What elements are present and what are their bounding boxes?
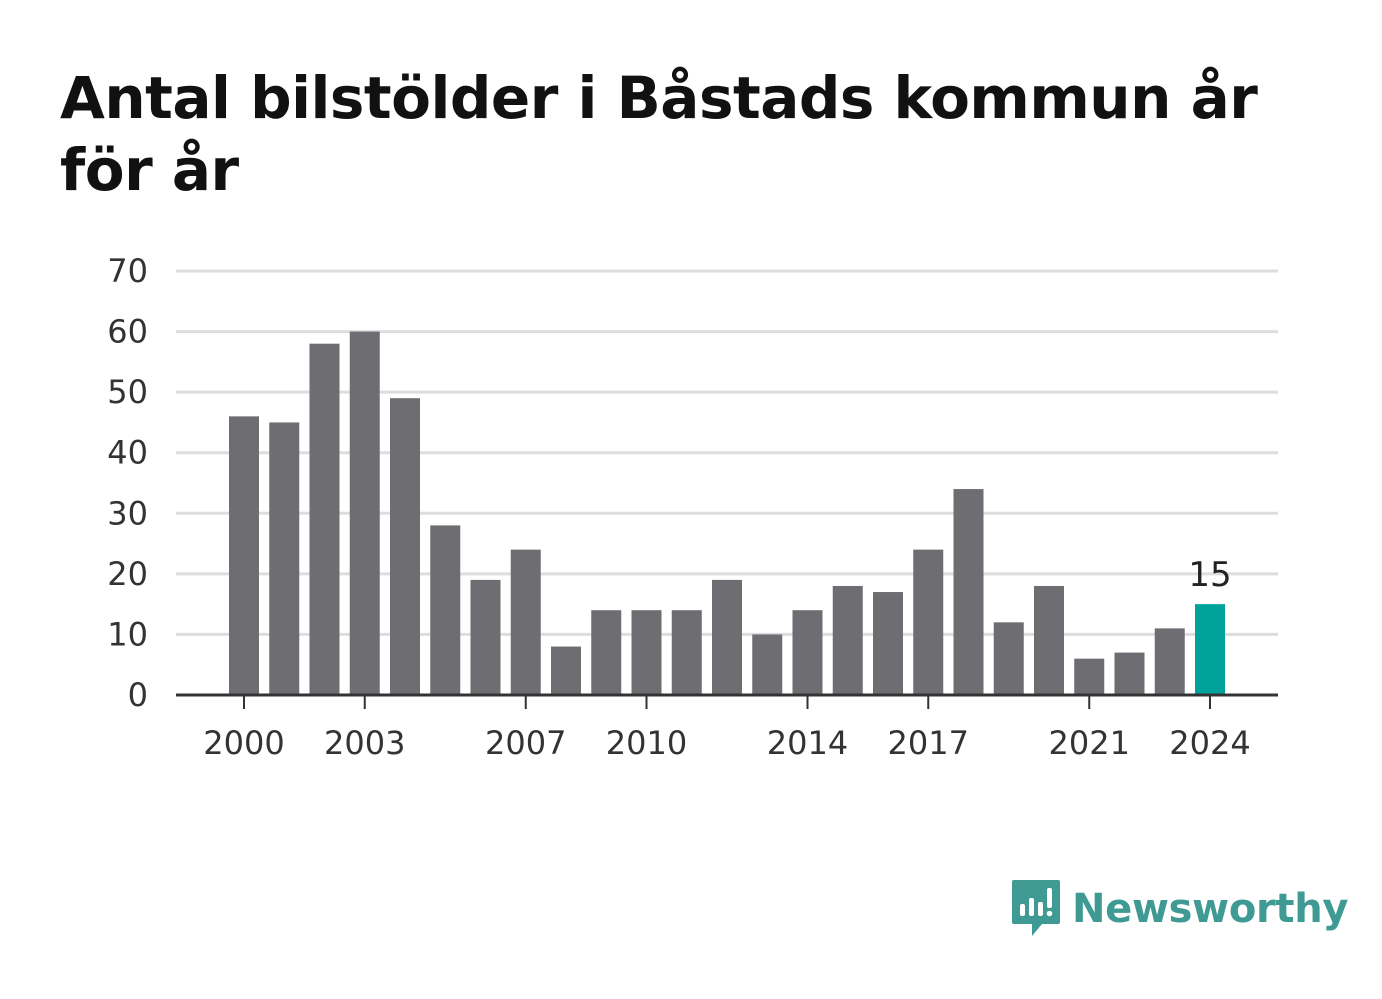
bar-2017 (913, 549, 944, 695)
bar-2011 (671, 610, 702, 695)
bar-2003 (349, 331, 380, 695)
brand: Newsworthy (1010, 878, 1349, 940)
x-tick-label: 2003 (324, 724, 405, 762)
bar-2009 (591, 610, 622, 695)
y-tick-label: 0 (128, 676, 148, 714)
bar-2002 (309, 343, 340, 695)
y-tick-label: 60 (107, 313, 148, 351)
x-tick-label: 2014 (767, 724, 848, 762)
bar-2021 (1074, 658, 1105, 695)
y-tick-label: 30 (107, 494, 148, 532)
brand-name: Newsworthy (1072, 886, 1349, 932)
x-tick-label: 2007 (485, 724, 566, 762)
bar-2010 (631, 610, 662, 695)
x-tick-label: 2017 (888, 724, 969, 762)
bar-2007 (510, 549, 541, 695)
bars (229, 331, 1225, 695)
bar-2000 (229, 416, 259, 695)
bar-2004 (390, 398, 420, 695)
data-labels: 15 (1188, 555, 1231, 595)
bar-2008 (551, 646, 581, 695)
bar-2023 (1154, 628, 1185, 695)
bar-2019 (993, 622, 1024, 695)
x-tick-label: 2021 (1049, 724, 1130, 762)
bar-2016 (873, 592, 903, 695)
y-tick-label: 20 (107, 555, 148, 593)
chart-title: Antal bilstölder i Båstads kommun år för… (60, 64, 1258, 204)
y-tick-label: 50 (107, 373, 148, 411)
y-tick-label: 10 (107, 615, 148, 653)
x-tick-label: 2000 (203, 724, 284, 762)
bar-2012 (712, 579, 742, 695)
data-label-2024: 15 (1188, 555, 1231, 595)
x-tick-label: 2024 (1169, 724, 1250, 762)
bar-2014 (792, 610, 823, 695)
bar-2020 (1034, 585, 1064, 695)
bar-2022 (1114, 652, 1145, 695)
newsworthy-logo-icon (1012, 880, 1060, 936)
y-tick-label: 70 (107, 252, 148, 290)
bar-2013 (752, 634, 783, 695)
y-tick-label: 40 (107, 434, 148, 472)
y-axis-ticks: 0 10 20 30 40 50 60 70 (107, 252, 148, 714)
bar-2006 (470, 579, 501, 695)
bar-2005 (430, 525, 461, 695)
bar-2024 (1195, 604, 1225, 695)
bar-2015 (832, 585, 863, 695)
bar-2018 (953, 489, 984, 695)
bar-2001 (269, 422, 300, 695)
x-tick-label: 2010 (606, 724, 687, 762)
x-axis-ticks: 2000 2003 2007 2010 2014 2017 2021 2024 (203, 695, 1251, 762)
